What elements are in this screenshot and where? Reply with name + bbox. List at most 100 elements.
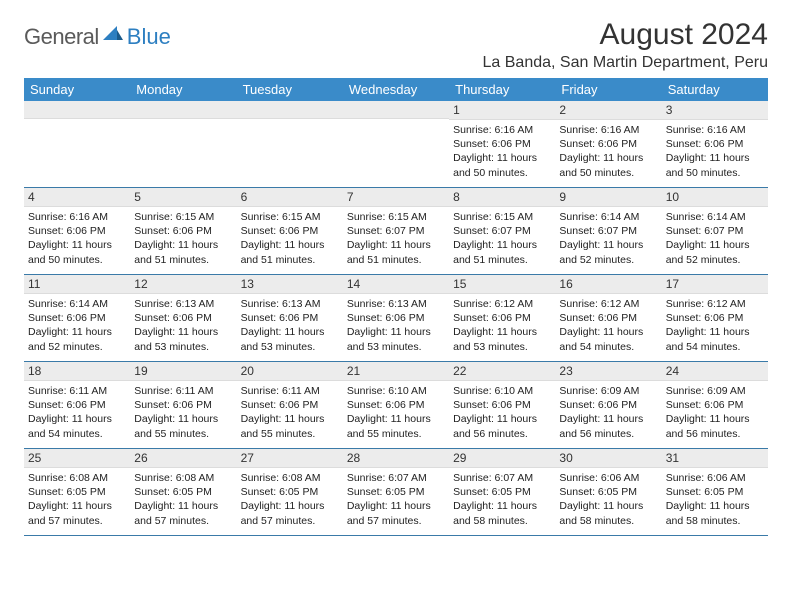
day-cell: 14Sunrise: 6:13 AMSunset: 6:06 PMDayligh…	[343, 275, 449, 361]
day-number: 11	[24, 275, 130, 294]
day-number: 5	[130, 188, 236, 207]
empty-day-header	[343, 101, 449, 119]
day-cell: 11Sunrise: 6:14 AMSunset: 6:06 PMDayligh…	[24, 275, 130, 361]
day-cell: 20Sunrise: 6:11 AMSunset: 6:06 PMDayligh…	[237, 362, 343, 448]
day-number: 29	[449, 449, 555, 468]
day-cell: 28Sunrise: 6:07 AMSunset: 6:05 PMDayligh…	[343, 449, 449, 535]
day-number: 22	[449, 362, 555, 381]
day-details: Sunrise: 6:16 AMSunset: 6:06 PMDaylight:…	[24, 207, 130, 270]
day-details: Sunrise: 6:15 AMSunset: 6:06 PMDaylight:…	[130, 207, 236, 270]
day-cell: 15Sunrise: 6:12 AMSunset: 6:06 PMDayligh…	[449, 275, 555, 361]
weekday-header: Friday	[555, 78, 661, 101]
day-details: Sunrise: 6:14 AMSunset: 6:07 PMDaylight:…	[555, 207, 661, 270]
day-number: 9	[555, 188, 661, 207]
day-cell	[237, 101, 343, 187]
logo-text-blue: Blue	[127, 24, 171, 50]
week-row: 4Sunrise: 6:16 AMSunset: 6:06 PMDaylight…	[24, 188, 768, 275]
week-row: 18Sunrise: 6:11 AMSunset: 6:06 PMDayligh…	[24, 362, 768, 449]
day-number: 28	[343, 449, 449, 468]
day-details: Sunrise: 6:09 AMSunset: 6:06 PMDaylight:…	[662, 381, 768, 444]
day-number: 12	[130, 275, 236, 294]
logo-text-general: General	[24, 24, 99, 50]
day-number: 10	[662, 188, 768, 207]
day-cell: 18Sunrise: 6:11 AMSunset: 6:06 PMDayligh…	[24, 362, 130, 448]
day-number: 21	[343, 362, 449, 381]
day-details: Sunrise: 6:07 AMSunset: 6:05 PMDaylight:…	[449, 468, 555, 531]
week-row: 25Sunrise: 6:08 AMSunset: 6:05 PMDayligh…	[24, 449, 768, 536]
day-details: Sunrise: 6:10 AMSunset: 6:06 PMDaylight:…	[343, 381, 449, 444]
day-cell	[24, 101, 130, 187]
day-cell: 30Sunrise: 6:06 AMSunset: 6:05 PMDayligh…	[555, 449, 661, 535]
day-number: 26	[130, 449, 236, 468]
day-number: 19	[130, 362, 236, 381]
day-cell: 12Sunrise: 6:13 AMSunset: 6:06 PMDayligh…	[130, 275, 236, 361]
day-cell: 7Sunrise: 6:15 AMSunset: 6:07 PMDaylight…	[343, 188, 449, 274]
day-number: 23	[555, 362, 661, 381]
day-details: Sunrise: 6:15 AMSunset: 6:07 PMDaylight:…	[343, 207, 449, 270]
day-cell: 13Sunrise: 6:13 AMSunset: 6:06 PMDayligh…	[237, 275, 343, 361]
day-details: Sunrise: 6:06 AMSunset: 6:05 PMDaylight:…	[555, 468, 661, 531]
day-number: 24	[662, 362, 768, 381]
day-cell: 8Sunrise: 6:15 AMSunset: 6:07 PMDaylight…	[449, 188, 555, 274]
day-cell: 29Sunrise: 6:07 AMSunset: 6:05 PMDayligh…	[449, 449, 555, 535]
day-details: Sunrise: 6:12 AMSunset: 6:06 PMDaylight:…	[449, 294, 555, 357]
day-details: Sunrise: 6:10 AMSunset: 6:06 PMDaylight:…	[449, 381, 555, 444]
day-number: 16	[555, 275, 661, 294]
day-number: 31	[662, 449, 768, 468]
day-cell: 31Sunrise: 6:06 AMSunset: 6:05 PMDayligh…	[662, 449, 768, 535]
day-number: 1	[449, 101, 555, 120]
week-row: 1 Sunrise: 6:16 AMSunset: 6:06 PMDaylight…	[24, 101, 768, 188]
day-cell: 21Sunrise: 6:10 AMSunset: 6:06 PMDayligh…	[343, 362, 449, 448]
day-details: Sunrise: 6:16 AMSunset: 6:06 PMDaylight:…	[662, 120, 768, 183]
day-details: Sunrise: 6:15 AMSunset: 6:07 PMDaylight:…	[449, 207, 555, 270]
day-details: Sunrise: 6:11 AMSunset: 6:06 PMDaylight:…	[237, 381, 343, 444]
day-details: Sunrise: 6:08 AMSunset: 6:05 PMDaylight:…	[237, 468, 343, 531]
day-details: Sunrise: 6:06 AMSunset: 6:05 PMDaylight:…	[662, 468, 768, 531]
day-number: 30	[555, 449, 661, 468]
weekday-header: Saturday	[662, 78, 768, 101]
page-header: General Blue August 2024 La Banda, San M…	[24, 18, 768, 72]
day-number: 18	[24, 362, 130, 381]
day-cell: 24Sunrise: 6:09 AMSunset: 6:06 PMDayligh…	[662, 362, 768, 448]
day-cell: 1Sunrise: 6:16 AMSunset: 6:06 PMDaylight…	[449, 101, 555, 187]
day-cell: 10Sunrise: 6:14 AMSunset: 6:07 PMDayligh…	[662, 188, 768, 274]
day-cell: 3Sunrise: 6:16 AMSunset: 6:06 PMDaylight…	[662, 101, 768, 187]
day-details: Sunrise: 6:11 AMSunset: 6:06 PMDaylight:…	[130, 381, 236, 444]
title-block: August 2024 La Banda, San Martin Departm…	[483, 18, 769, 72]
weekday-header: Monday	[130, 78, 236, 101]
day-cell: 19Sunrise: 6:11 AMSunset: 6:06 PMDayligh…	[130, 362, 236, 448]
day-number: 7	[343, 188, 449, 207]
empty-day-header	[130, 101, 236, 119]
calendar-page: General Blue August 2024 La Banda, San M…	[0, 0, 792, 536]
day-cell	[343, 101, 449, 187]
day-number: 15	[449, 275, 555, 294]
location-subtitle: La Banda, San Martin Department, Peru	[483, 54, 769, 72]
day-number: 6	[237, 188, 343, 207]
logo-triangle-icon	[103, 26, 123, 40]
week-row: 11Sunrise: 6:14 AMSunset: 6:06 PMDayligh…	[24, 275, 768, 362]
day-details: Sunrise: 6:13 AMSunset: 6:06 PMDaylight:…	[237, 294, 343, 357]
weekday-header-row: SundayMondayTuesdayWednesdayThursdayFrid…	[24, 78, 768, 101]
weekday-header: Thursday	[449, 78, 555, 101]
day-number: 3	[662, 101, 768, 120]
month-title: August 2024	[483, 18, 769, 52]
day-number: 13	[237, 275, 343, 294]
day-details: Sunrise: 6:11 AMSunset: 6:06 PMDaylight:…	[24, 381, 130, 444]
empty-day-header	[24, 101, 130, 119]
weekday-header: Tuesday	[237, 78, 343, 101]
day-cell: 5Sunrise: 6:15 AMSunset: 6:06 PMDaylight…	[130, 188, 236, 274]
day-cell: 27Sunrise: 6:08 AMSunset: 6:05 PMDayligh…	[237, 449, 343, 535]
day-cell: 9Sunrise: 6:14 AMSunset: 6:07 PMDaylight…	[555, 188, 661, 274]
weekday-header: Wednesday	[343, 78, 449, 101]
empty-day-header	[237, 101, 343, 119]
day-cell: 25Sunrise: 6:08 AMSunset: 6:05 PMDayligh…	[24, 449, 130, 535]
day-details: Sunrise: 6:13 AMSunset: 6:06 PMDaylight:…	[130, 294, 236, 357]
logo: General Blue	[24, 24, 171, 50]
day-number: 27	[237, 449, 343, 468]
day-number: 20	[237, 362, 343, 381]
day-cell: 17Sunrise: 6:12 AMSunset: 6:06 PMDayligh…	[662, 275, 768, 361]
day-details: Sunrise: 6:09 AMSunset: 6:06 PMDaylight:…	[555, 381, 661, 444]
weekday-header: Sunday	[24, 78, 130, 101]
calendar-grid: SundayMondayTuesdayWednesdayThursdayFrid…	[24, 78, 768, 536]
weeks-container: 1 Sunrise: 6:16 AMSunset: 6:06 PMDaylight…	[24, 101, 768, 536]
